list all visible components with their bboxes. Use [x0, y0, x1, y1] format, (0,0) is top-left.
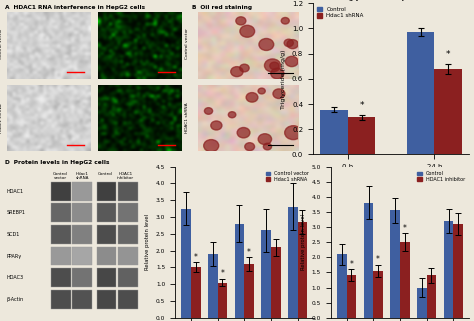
Text: *: * [349, 260, 354, 269]
Bar [417, 288, 427, 318]
Bar [51, 247, 71, 265]
Text: HDAC1
inhibitor: HDAC1 inhibitor [117, 172, 134, 180]
Y-axis label: Relative protein level: Relative protein level [301, 214, 306, 270]
Bar [72, 290, 92, 309]
Bar [118, 225, 138, 244]
Bar [72, 268, 92, 287]
Text: A  HDAC1 RNA interference in HepG2 cells: A HDAC1 RNA interference in HepG2 cells [5, 5, 145, 10]
Text: HDAC3: HDAC3 [6, 275, 23, 280]
Bar [7, 85, 91, 152]
Bar [298, 222, 307, 318]
Bar [407, 32, 435, 154]
Bar [374, 271, 383, 318]
Bar [97, 268, 117, 287]
Text: HDAC1 shRNA: HDAC1 shRNA [185, 103, 189, 134]
Text: *: * [247, 247, 251, 256]
Bar [391, 210, 400, 318]
Bar [51, 290, 71, 309]
Bar [72, 203, 92, 222]
Y-axis label: Relative protein level: Relative protein level [146, 214, 150, 270]
Y-axis label: Triglyceride (mg/g): Triglyceride (mg/g) [282, 49, 286, 108]
Text: *: * [220, 269, 224, 278]
Bar [288, 207, 298, 318]
Bar [182, 209, 191, 318]
Bar [261, 230, 271, 318]
Text: *: * [403, 224, 407, 233]
Bar [97, 290, 117, 309]
Bar [444, 221, 453, 318]
Bar [118, 203, 138, 222]
Bar [98, 12, 182, 79]
Bar [51, 182, 71, 201]
Bar [72, 225, 92, 244]
Legend: Control, Hdac1 shRNA: Control, Hdac1 shRNA [316, 6, 365, 20]
Bar [97, 203, 117, 222]
Bar [118, 182, 138, 201]
Bar [97, 182, 117, 201]
Text: PPARγ: PPARγ [6, 254, 21, 258]
Text: Control vector: Control vector [0, 29, 3, 59]
Text: B  Oil red staining: B Oil red staining [192, 5, 253, 10]
Text: C  Total triglyceride in HepG2 cells: C Total triglyceride in HepG2 cells [313, 0, 434, 1]
Text: *: * [359, 101, 364, 110]
Bar [218, 282, 227, 318]
Bar [72, 182, 92, 201]
Bar [191, 267, 201, 318]
Bar [7, 12, 91, 79]
Bar [271, 247, 281, 318]
Bar [208, 254, 218, 318]
Text: *: * [194, 253, 198, 262]
Text: SCD1: SCD1 [6, 232, 19, 237]
Bar [453, 224, 463, 318]
Bar [118, 268, 138, 287]
Text: SREBP1: SREBP1 [6, 210, 25, 215]
Text: Hdac1 shRNA: Hdac1 shRNA [0, 103, 3, 133]
Text: Control vector: Control vector [185, 29, 189, 59]
Bar [337, 254, 346, 318]
Text: *: * [376, 256, 380, 265]
Text: Control: Control [98, 172, 112, 176]
Bar [244, 264, 254, 318]
Bar [51, 203, 71, 222]
Text: *: * [446, 50, 451, 59]
Text: HDAC1: HDAC1 [6, 189, 23, 194]
Bar [72, 247, 92, 265]
Text: Hdac1
shRNA: Hdac1 shRNA [75, 172, 89, 180]
Bar [118, 247, 138, 265]
Legend: Control vector, Hdac1 shRNA: Control vector, Hdac1 shRNA [264, 169, 311, 184]
Bar [400, 242, 410, 318]
Bar [235, 224, 244, 318]
Bar [435, 69, 462, 154]
Bar [348, 117, 375, 154]
Legend: Control, HDAC1 inhibitor: Control, HDAC1 inhibitor [415, 169, 467, 184]
Bar [51, 268, 71, 287]
Bar [97, 247, 117, 265]
Bar [346, 275, 356, 318]
Bar [364, 203, 374, 318]
Text: Control
vector: Control vector [53, 172, 68, 180]
Text: D  Protein levels in HepG2 cells: D Protein levels in HepG2 cells [5, 160, 109, 165]
Bar [427, 275, 436, 318]
Bar [51, 225, 71, 244]
Bar [98, 85, 182, 152]
Text: β-Actin: β-Actin [6, 297, 23, 302]
Bar [320, 110, 348, 154]
Bar [97, 225, 117, 244]
Bar [118, 290, 138, 309]
